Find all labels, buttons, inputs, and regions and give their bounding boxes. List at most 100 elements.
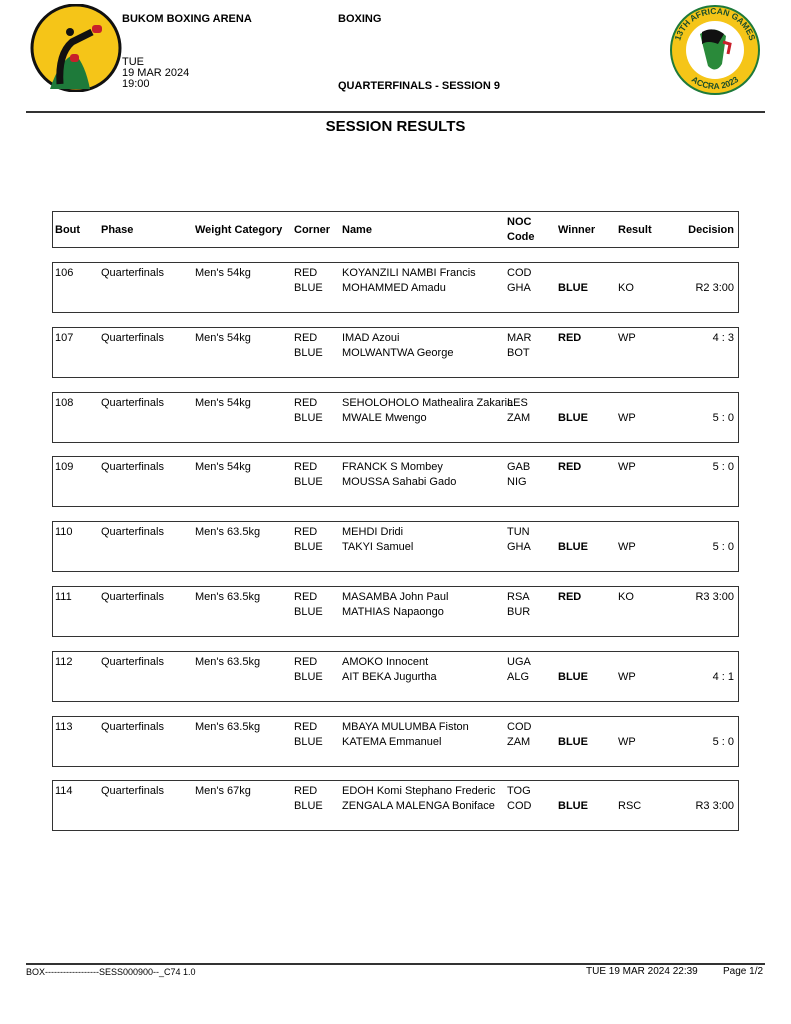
corner-red: RED [294, 720, 318, 733]
phase: Quarterfinals [101, 526, 164, 539]
corner-blue: BLUE [294, 541, 323, 554]
weight: Men's 54kg [195, 396, 251, 409]
red-name: FRANCK S Mombey [342, 461, 443, 474]
table-row: 111 Quarterfinals Men's 63.5kg RED BLUE MASAM… [52, 586, 739, 637]
bout: 114 [55, 785, 73, 798]
col-phase: Phase [101, 224, 134, 236]
weight: Men's 54kg [195, 461, 251, 474]
blue-noc: BOT [507, 346, 530, 359]
red-name: AMOKO Innocent [342, 655, 429, 668]
col-winner: Winner [558, 224, 596, 236]
corner-blue: BLUE [294, 282, 323, 294]
red-noc: TOG [507, 785, 531, 798]
result: WP [618, 541, 636, 554]
table-row: 114 Quarterfinals Men's 67kg RED BLUE EDOH Ko… [52, 780, 739, 832]
venue: BUKOM BOXING ARENA [122, 13, 252, 25]
red-name: MBAYA MULUMBA Fiston [342, 720, 469, 733]
blue-name: MATHIAS Napaongo [342, 606, 444, 618]
blue-name: ZENGALA MALENGA Boniface [342, 800, 495, 813]
session-datetime: TUE 19 MAR 2024 19:00 [122, 57, 189, 90]
result: WP [618, 331, 636, 344]
red-noc: GAB [507, 461, 531, 474]
col-noc-code: Code [507, 231, 535, 243]
result: RSC [618, 800, 642, 813]
decision: R2 3:00 [695, 282, 734, 294]
weight: Men's 63.5kg [195, 526, 261, 539]
table-row: 108 Quarterfinals Men's 54kg RED BLUE SEHOLOH… [52, 391, 739, 443]
result: WP [618, 411, 636, 424]
table-row: 106 Quarterfinals Men's 54kg RED BLUE KOYANZI… [52, 262, 739, 313]
blue-noc: COD [507, 800, 532, 813]
winner: RED [558, 461, 582, 474]
header-rule [26, 111, 765, 113]
winner: BLUE [558, 411, 588, 424]
blue-noc: GHA [507, 541, 531, 554]
weight: Men's 67kg [195, 785, 251, 798]
table-row: 107 Quarterfinals Men's 54kg RED BLUE IMAD Az… [52, 326, 739, 378]
corner-red: RED [294, 331, 318, 344]
result: WP [618, 461, 636, 474]
blue-name: MWALE Mwengo [342, 411, 427, 424]
table-row: 112 Quarterfinals Men's 63.5kg RED BLUE AMOKO… [52, 650, 739, 702]
weight: Men's 63.5kg [195, 720, 261, 733]
corner-blue: BLUE [294, 411, 323, 424]
corner-red: RED [294, 785, 318, 798]
session-name: QUARTERFINALS - SESSION 9 [338, 80, 500, 92]
decision: 5 : 0 [712, 411, 734, 424]
col-decision: Decision [688, 224, 734, 236]
table-row: 113 Quarterfinals Men's 63.5kg RED BLUE MBAYA… [52, 715, 739, 767]
footer-rule [26, 963, 765, 965]
red-noc: UGA [507, 655, 531, 668]
corner-blue: BLUE [294, 606, 323, 618]
bout: 113 [55, 720, 73, 733]
blue-noc: ZAM [507, 411, 531, 424]
boxing-pictogram-logo [30, 4, 122, 92]
table-row: 109 Quarterfinals Men's 54kg RED BLUE FRANCK … [52, 456, 739, 508]
table-row: 110 Quarterfinals Men's 63.5kg RED BLUE MEHDI… [52, 521, 739, 573]
winner: BLUE [558, 541, 588, 554]
corner-red: RED [294, 267, 318, 279]
corner-red: RED [294, 461, 318, 474]
red-noc: MAR [507, 331, 532, 344]
bout: 106 [55, 267, 74, 279]
weight: Men's 54kg [195, 331, 251, 344]
red-name: KOYANZILI NAMBI Francis [342, 267, 476, 279]
time: 19:00 [122, 78, 150, 90]
sport: BOXING [338, 13, 382, 25]
corner-red: RED [294, 591, 318, 603]
bout: 108 [55, 396, 74, 409]
weight: Men's 63.5kg [195, 655, 261, 668]
phase: Quarterfinals [101, 331, 164, 344]
blue-name: AIT BEKA Jugurtha [342, 670, 437, 683]
col-corner: Corner [294, 224, 331, 236]
red-noc: COD [507, 720, 532, 733]
bout: 109 [55, 461, 74, 474]
phase: Quarterfinals [101, 396, 164, 409]
winner: RED [558, 591, 582, 603]
col-name: Name [342, 224, 372, 236]
winner: BLUE [558, 800, 588, 813]
red-noc: COD [507, 267, 532, 279]
winner: BLUE [558, 282, 588, 294]
blue-noc: ALG [507, 670, 530, 683]
footer-page: Page 1/2 [723, 966, 764, 977]
weight: Men's 63.5kg [195, 591, 261, 603]
red-name: MEHDI Dridi [342, 526, 404, 539]
phase: Quarterfinals [101, 785, 164, 798]
decision: 5 : 0 [712, 541, 734, 554]
bout: 111 [55, 591, 72, 603]
corner-red: RED [294, 396, 318, 409]
corner-blue: BLUE [294, 346, 323, 359]
blue-name: TAKYI Samuel [342, 541, 414, 554]
blue-name: KATEMA Emmanuel [342, 735, 442, 748]
red-name: IMAD Azoui [342, 331, 400, 344]
page-title: SESSION RESULTS [325, 118, 466, 135]
blue-noc: ZAM [507, 735, 531, 748]
phase: Quarterfinals [101, 267, 164, 279]
winner: BLUE [558, 670, 588, 683]
red-name: MASAMBA John Paul [342, 591, 449, 603]
phase: Quarterfinals [101, 655, 164, 668]
winner: BLUE [558, 735, 588, 748]
footer-printed: TUE 19 MAR 2024 22:39 [586, 966, 698, 977]
